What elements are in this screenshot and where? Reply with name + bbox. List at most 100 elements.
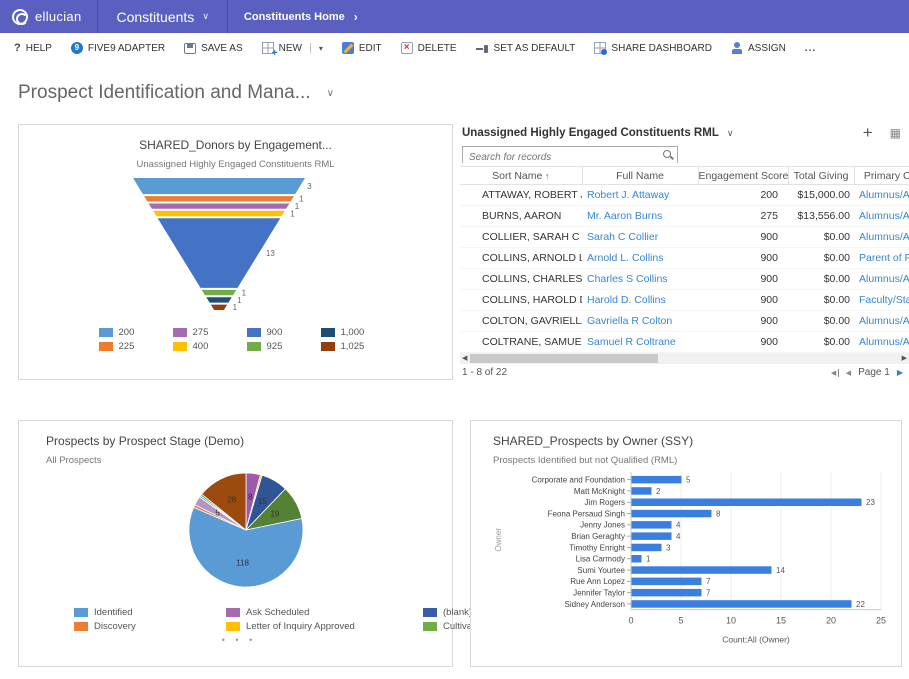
cell-primary-constituency-link[interactable]: Alumnus/Al: [859, 189, 909, 201]
grid-view-icon[interactable]: ▦: [889, 126, 901, 140]
share-dashboard-button[interactable]: SHARE DASHBOARD: [594, 42, 712, 55]
table-row[interactable]: ATTAWAY, ROBERT J. Robert J. Attaway 200 $1…: [460, 184, 909, 206]
table-row[interactable]: COLLINS, ARNOLD L. Arnold L. Collins 900 $0…: [460, 247, 909, 269]
cell-full-name[interactable]: Sarah C Collier: [582, 226, 698, 248]
horizontal-scrollbar[interactable]: ◀ ▶: [460, 353, 909, 364]
edit-button[interactable]: EDIT: [341, 42, 382, 54]
cell-primary-constituency[interactable]: Alumnus/Al: [854, 310, 909, 332]
cell-full-name[interactable]: Robert J. Attaway: [582, 184, 698, 206]
bar[interactable]: [631, 498, 862, 507]
funnel-segment[interactable]: [210, 304, 227, 310]
legend-swatch: [172, 342, 187, 351]
cell-full-name[interactable]: Harold D. Collins: [582, 289, 698, 311]
cell-full-name-link[interactable]: Harold D. Collins: [587, 294, 666, 306]
assign-button[interactable]: ASSIGN: [731, 42, 786, 54]
funnel-segment[interactable]: [132, 178, 305, 195]
breadcrumb[interactable]: Constituents Home ›: [228, 0, 374, 33]
next-page-icon[interactable]: ▶: [896, 368, 903, 377]
bar[interactable]: [631, 566, 772, 574]
cell-full-name[interactable]: Mr. Aaron Burns: [582, 205, 698, 227]
cell-primary-constituency-link[interactable]: Faculty/Staf: [859, 294, 909, 306]
column-header[interactable]: Engagement Score...: [697, 166, 788, 185]
table-row[interactable]: COLTRANE, SAMUEL R Samuel R Coltrane 900$0…: [460, 331, 909, 353]
dashboard-selector-chevron-icon[interactable]: ∨: [326, 87, 334, 99]
cell-primary-constituency-link[interactable]: Alumnus/Al: [859, 336, 909, 348]
cell-primary-constituency[interactable]: Alumnus/Al: [854, 268, 909, 290]
cell-primary-constituency-link[interactable]: Alumnus/Al: [859, 315, 909, 327]
cell-full-name-link[interactable]: Sarah C Collier: [587, 231, 659, 243]
cell-full-name-link[interactable]: Robert J. Attaway: [587, 189, 670, 201]
cell-primary-constituency[interactable]: Parent of Pa: [854, 247, 909, 269]
cell-primary-constituency[interactable]: Alumnus/Al: [854, 205, 909, 227]
cell-full-name[interactable]: Gavriella R Colton: [582, 310, 698, 332]
table-row[interactable]: COLLINS, CHARLES S Charles S Collins 900 $0…: [460, 268, 909, 290]
bar[interactable]: [631, 588, 702, 597]
grid-view-title[interactable]: Unassigned Highly Engaged Constituents R…: [462, 127, 719, 139]
funnel-segment[interactable]: [143, 196, 294, 202]
new-dropdown-caret-icon[interactable]: ▾: [318, 43, 323, 53]
bar[interactable]: [631, 543, 662, 552]
cell-primary-constituency[interactable]: Alumnus/Al: [854, 184, 909, 206]
delete-button[interactable]: DELETE: [400, 42, 457, 54]
funnel-segment[interactable]: [157, 218, 280, 288]
bar[interactable]: [631, 521, 672, 529]
cell-primary-constituency[interactable]: Faculty/Staf: [854, 289, 909, 311]
cell-primary-constituency-link[interactable]: Parent of Pa: [859, 252, 909, 264]
cell-primary-constituency-link[interactable]: Alumnus/Al: [859, 273, 909, 285]
scroll-right-icon[interactable]: ▶: [901, 355, 907, 362]
help-button[interactable]: ? HELP: [14, 42, 52, 54]
search-input[interactable]: [463, 150, 677, 165]
previous-page-icon[interactable]: ◀: [845, 369, 852, 377]
funnel-segment[interactable]: [205, 297, 232, 303]
table-row[interactable]: COLLINS, HAROLD D. Harold D. Collins 900 $0…: [460, 289, 909, 311]
app-menu-constituents[interactable]: Constituents ∨: [97, 0, 228, 33]
cell-primary-constituency-link[interactable]: Alumnus/Al: [859, 210, 909, 222]
cell-full-name-link[interactable]: Charles S Collins: [587, 273, 668, 285]
bar[interactable]: [631, 555, 642, 563]
set-as-default-button[interactable]: SET AS DEFAULT: [475, 42, 575, 54]
table-row[interactable]: COLTON, GAVRIELLA R Gavriella R Colton 900…: [460, 310, 909, 332]
brand[interactable]: ellucian: [0, 0, 97, 33]
cell-full-name[interactable]: Samuel R Coltrane: [582, 331, 698, 353]
funnel-segment[interactable]: [148, 203, 289, 209]
cell-full-name-link[interactable]: Arnold L. Collins: [587, 252, 664, 264]
table-row[interactable]: COLLIER, SARAH C Sarah C Collier 900 $0.00 A…: [460, 226, 909, 248]
add-record-icon[interactable]: +: [862, 123, 873, 142]
cell-full-name[interactable]: Charles S Collins: [582, 268, 698, 290]
bar[interactable]: [631, 487, 652, 495]
bar[interactable]: [631, 475, 682, 484]
cell-primary-constituency[interactable]: Alumnus/Al: [854, 331, 909, 353]
bar[interactable]: [631, 509, 712, 518]
more-commands-button[interactable]: ...: [804, 42, 817, 54]
table-row[interactable]: BURNS, AARON Mr. Aaron Burns 275 $13,556.00…: [460, 205, 909, 227]
pie-slice[interactable]: [201, 472, 247, 531]
legend-swatch: [246, 328, 261, 337]
legend-pager-dots[interactable]: • • •: [221, 635, 257, 645]
cell-full-name-link[interactable]: Samuel R Coltrane: [587, 336, 676, 348]
funnel-segment[interactable]: [201, 289, 236, 296]
chevron-right-icon: ›: [353, 9, 358, 24]
cell-full-name-link[interactable]: Gavriella R Colton: [587, 315, 673, 327]
scroll-left-icon[interactable]: ◀: [462, 355, 468, 362]
funnel-segment[interactable]: [152, 210, 285, 217]
five9-adapter-button[interactable]: 9 FIVE9 ADAPTER: [70, 42, 165, 54]
bar[interactable]: [631, 577, 702, 586]
save-as-button[interactable]: SAVE AS: [184, 42, 243, 54]
column-header[interactable]: Sort Name ↑: [460, 166, 582, 185]
cell-full-name-link[interactable]: Mr. Aaron Burns: [587, 210, 663, 222]
first-page-icon[interactable]: ◀: [831, 368, 839, 377]
column-header[interactable]: Total Giving: [787, 166, 854, 185]
column-header[interactable]: Primary C: [853, 166, 909, 185]
cell-full-name[interactable]: Arnold L. Collins: [582, 247, 698, 269]
view-selector-chevron-icon[interactable]: ∨: [726, 127, 734, 138]
cell-primary-constituency[interactable]: Alumnus/Al: [854, 226, 909, 248]
new-button[interactable]: NEW: [261, 42, 302, 59]
column-header[interactable]: Full Name: [581, 166, 698, 185]
cell-primary-constituency-link[interactable]: Alumnus/Al: [859, 231, 909, 243]
bar[interactable]: [631, 600, 852, 608]
scrollbar-thumb[interactable]: [470, 354, 658, 363]
bar[interactable]: [631, 532, 672, 540]
funnel-chart-subtitle: Unassigned Highly Engaged Constituents R…: [136, 159, 335, 170]
pie-slice[interactable]: [188, 506, 304, 588]
search-icon[interactable]: [663, 150, 671, 158]
